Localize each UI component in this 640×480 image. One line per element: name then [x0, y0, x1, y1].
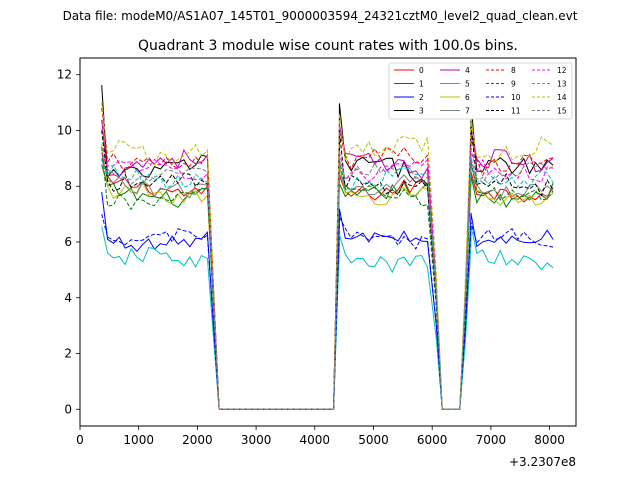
legend-label-11: 11 [511, 107, 521, 116]
series-line-3 [101, 85, 554, 410]
y-tick-label: 6 [64, 235, 72, 249]
x-tick-label: 4000 [300, 433, 331, 447]
series-line-11 [101, 122, 554, 410]
series-line-13 [101, 156, 554, 410]
legend-label-9: 9 [511, 80, 516, 89]
legend-label-15: 15 [557, 107, 567, 116]
legend-label-10: 10 [511, 93, 521, 102]
legend-label-8: 8 [511, 66, 516, 75]
series-line-7 [101, 152, 554, 410]
x-axis-offset-label: +3.2307e8 [509, 455, 576, 469]
y-tick-label: 4 [64, 291, 72, 305]
series-line-1 [101, 164, 554, 410]
series-lines [101, 85, 554, 410]
series-line-15 [101, 158, 554, 410]
y-tick-label: 12 [57, 68, 72, 82]
legend-label-7: 7 [465, 107, 470, 116]
legend-label-4: 4 [465, 66, 470, 75]
legend-label-14: 14 [557, 93, 567, 102]
x-tick-label: 8000 [534, 433, 565, 447]
suptitle: Data file: modeM0/AS1A07_145T01_90000035… [63, 9, 578, 23]
y-tick-label: 10 [57, 123, 72, 137]
y-tick-label: 2 [64, 347, 72, 361]
x-tick-label: 5000 [358, 433, 389, 447]
x-tick-label: 7000 [476, 433, 507, 447]
x-tick-label: 3000 [241, 433, 272, 447]
legend-label-2: 2 [419, 93, 424, 102]
series-line-5 [101, 225, 554, 410]
legend-label-3: 3 [419, 107, 424, 116]
x-tick-label: 6000 [417, 433, 448, 447]
series-line-2 [101, 192, 554, 410]
legend-box [388, 62, 573, 120]
legend-label-12: 12 [557, 66, 567, 75]
y-tick-label: 0 [64, 402, 72, 416]
x-tick-label: 2000 [182, 433, 213, 447]
legend-label-5: 5 [465, 80, 470, 89]
legend-label-6: 6 [465, 93, 470, 102]
series-line-9 [101, 147, 554, 410]
series-line-10 [101, 213, 554, 410]
series-line-12 [101, 149, 554, 410]
y-tick-label: 8 [64, 179, 72, 193]
legend-label-0: 0 [419, 66, 424, 75]
legend-label-1: 1 [419, 80, 424, 89]
series-line-4 [101, 119, 554, 410]
legend-label-13: 13 [557, 80, 567, 89]
x-tick-label: 1000 [123, 433, 154, 447]
x-axis-ticks: 0 1000 2000 3000 4000 5000 6000 7000 8000 [76, 426, 565, 447]
y-axis-ticks: 0 2 4 6 8 10 12 [57, 68, 80, 416]
chart-title: Quadrant 3 module wise count rates with … [138, 38, 518, 54]
x-tick-label: 0 [76, 433, 84, 447]
series-line-14 [101, 102, 554, 410]
series-line-6 [101, 144, 554, 410]
